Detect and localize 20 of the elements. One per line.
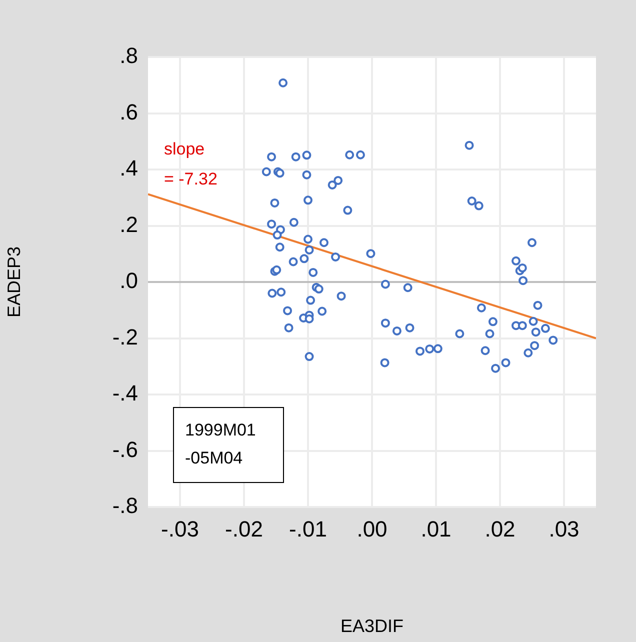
y-axis-title: EADEP3 (4, 246, 24, 318)
y-tick-label: -.8 (112, 493, 138, 518)
y-tick-label: .2 (120, 212, 138, 237)
x-tick-label: .00 (356, 516, 388, 542)
x-tick-label: .01 (420, 516, 452, 542)
y-tick-label: .0 (120, 268, 138, 294)
x-tick-label: -.01 (289, 516, 327, 542)
y-tick-label: .8 (120, 43, 138, 68)
x-axis-title: EA3DIF (340, 616, 404, 636)
x-tick-label: .02 (484, 516, 516, 542)
x-tick-label: .03 (548, 516, 580, 542)
x-tick-label: -.02 (225, 516, 263, 542)
y-tick-label: .4 (120, 156, 138, 181)
y-tick-label: -.4 (112, 380, 138, 406)
y-tick-label: .6 (120, 99, 138, 124)
annotation: 1999M01 -05M04 (185, 420, 256, 468)
y-tick-label: -.6 (112, 436, 138, 462)
annotation: slope = -7.32 (164, 140, 218, 189)
y-tick-label: -.2 (112, 324, 138, 350)
x-tick-label: -.03 (161, 516, 199, 542)
